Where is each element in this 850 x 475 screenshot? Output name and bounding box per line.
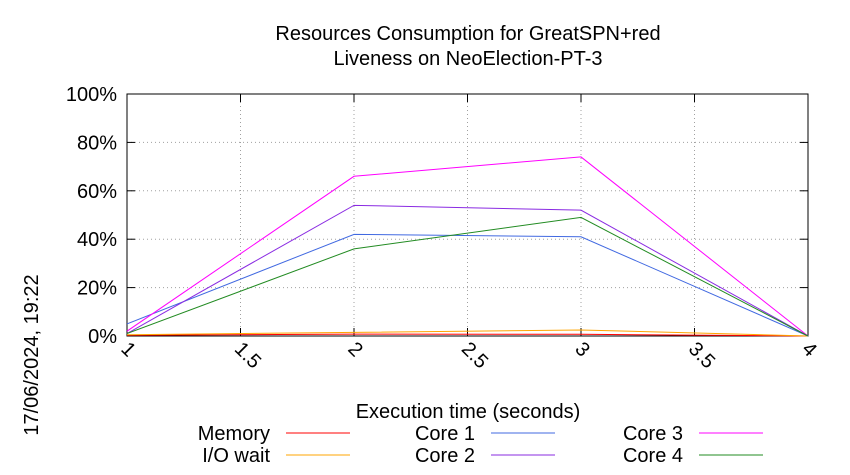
x-tick-label: 3: [570, 338, 593, 361]
series-lines: [126, 156, 809, 337]
legend-label-core-3: Core 3: [623, 423, 683, 445]
legend-label-core-4: Core 4: [623, 445, 683, 467]
y-tick-label: 20%: [77, 278, 117, 300]
series-line-core-1: [126, 233, 809, 337]
y-axis: 0% 20% 40% 60% 80% 100%: [66, 84, 808, 348]
x-tick-label: 2.5: [457, 338, 492, 373]
series-line-core-3: [126, 156, 809, 337]
chart-title-line-1: Resources Consumption for GreatSPN+red: [275, 23, 660, 45]
legend-label-i-o-wait: I/O wait: [202, 445, 270, 467]
y-tick-label: 100%: [66, 84, 117, 106]
y-tick-label: 40%: [77, 229, 117, 251]
legend-label-core-2: Core 2: [415, 445, 475, 467]
legend-label-core-1: Core 1: [415, 423, 475, 445]
series-line-memory: [126, 333, 809, 337]
x-tick-label: 3.5: [684, 338, 719, 373]
series-line-core-4: [126, 216, 809, 337]
x-tick-label: 4: [797, 338, 820, 361]
grid: [127, 94, 808, 336]
y-tick-label: 60%: [77, 181, 117, 203]
series-line-core-2: [126, 204, 809, 337]
y-tick-label: 0%: [88, 326, 117, 348]
x-tick-label: 1: [116, 338, 139, 361]
date-stamp: 17/06/2024, 19:22: [21, 274, 43, 435]
x-tick-label: 2: [343, 338, 366, 361]
x-axis-label: Execution time (seconds): [356, 401, 581, 423]
chart-title-line-2: Liveness on NeoElection-PT-3: [333, 48, 602, 70]
y-tick-label: 80%: [77, 132, 117, 154]
series-line-i-o-wait: [126, 329, 809, 337]
x-tick-label: 1.5: [230, 338, 265, 373]
legend-label-memory: Memory: [198, 423, 270, 445]
